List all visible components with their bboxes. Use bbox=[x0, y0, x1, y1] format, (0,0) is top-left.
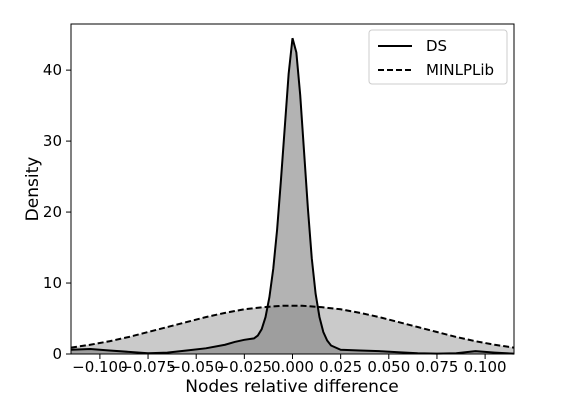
x-tick-label: −0.075 bbox=[120, 358, 176, 376]
x-tick-label: −0.050 bbox=[168, 358, 224, 376]
legend-label-minlplib: MINLPLib bbox=[426, 61, 494, 79]
x-tick-label: 0.100 bbox=[464, 358, 507, 376]
legend: DS MINLPLib bbox=[368, 29, 508, 85]
y-axis: 0 10 20 30 40 bbox=[43, 61, 71, 363]
y-tick-label: 40 bbox=[43, 61, 62, 79]
x-axis-label: Nodes relative difference bbox=[185, 377, 399, 397]
line-minlplib bbox=[70, 304, 515, 349]
line-ds bbox=[70, 37, 515, 355]
area-ds bbox=[71, 38, 514, 354]
series-fills bbox=[71, 38, 514, 354]
y-tick-label: 30 bbox=[43, 132, 62, 150]
x-tick-label: −0.025 bbox=[217, 358, 273, 376]
x-tick-label: 0.050 bbox=[367, 358, 410, 376]
legend-box bbox=[368, 29, 508, 85]
x-tick-label: −0.100 bbox=[72, 358, 128, 376]
legend-label-ds: DS bbox=[426, 37, 447, 55]
x-tick-label: 0.000 bbox=[271, 358, 314, 376]
x-tick-label: 0.075 bbox=[415, 358, 458, 376]
y-tick-label: 20 bbox=[43, 203, 62, 221]
y-axis-label: Density bbox=[23, 157, 43, 222]
y-tick-label: 0 bbox=[52, 345, 62, 363]
y-tick-label: 10 bbox=[43, 274, 62, 292]
series-lines bbox=[70, 37, 515, 355]
x-tick-label: 0.025 bbox=[319, 358, 362, 376]
